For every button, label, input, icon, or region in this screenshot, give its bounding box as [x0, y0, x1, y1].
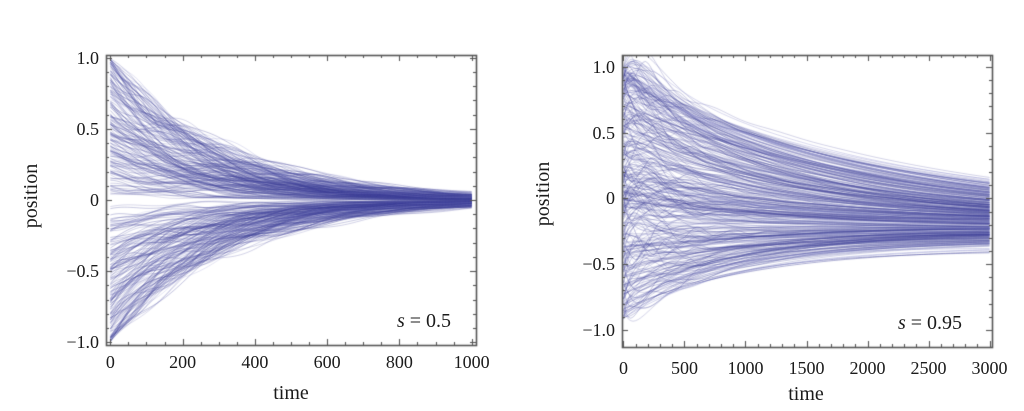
annotation-s-right: s = 0.95 — [898, 311, 962, 335]
y-tick-label: 0.5 — [76, 118, 100, 139]
x-tick-label: 600 — [313, 352, 341, 372]
x-tick-label: 2000 — [849, 358, 886, 378]
x-tick-label: 1500 — [788, 358, 825, 378]
y-tick-label: 1.0 — [76, 47, 100, 68]
x-axis-label-left: time — [273, 382, 309, 404]
x-tick-label: 0 — [618, 358, 628, 378]
y-tick-label: 0 — [90, 190, 99, 210]
annotation-variable-left: s — [396, 310, 405, 332]
y-tick-label: −1.0 — [66, 332, 99, 353]
x-tick-label: 3000 — [971, 358, 1008, 378]
y-tick-label: −0.5 — [66, 261, 99, 282]
y-tick-label: −0.5 — [582, 254, 615, 275]
x-tick-label: 0 — [105, 352, 115, 372]
x-tick-label: 2500 — [910, 358, 947, 378]
y-tick-label: −1.0 — [582, 319, 615, 340]
x-tick-label: 200 — [169, 352, 197, 372]
x-tick-label: 400 — [241, 352, 269, 372]
y-axis-label-right: position — [532, 161, 554, 227]
x-tick-label: 800 — [385, 352, 413, 372]
x-tick-label: 500 — [670, 358, 698, 378]
y-tick-label: 1.0 — [592, 56, 616, 77]
annotation-value-left: = 0.5 — [404, 310, 452, 332]
annotation-s-left: s = 0.5 — [397, 309, 451, 333]
x-tick-label: 1000 — [453, 352, 490, 372]
annotation-variable-right: s — [897, 312, 906, 334]
y-tick-label: 0 — [606, 188, 615, 209]
x-tick-label: 1000 — [727, 358, 764, 378]
x-axis-label-right: time — [788, 383, 824, 405]
y-tick-label: 0.5 — [592, 122, 616, 143]
annotation-value-right: = 0.95 — [905, 312, 963, 334]
